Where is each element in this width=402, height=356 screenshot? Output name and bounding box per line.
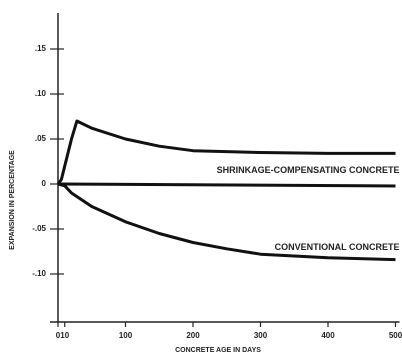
y-axis-label: EXPANSION IN PERCENTAGE [9,150,16,250]
y-tick-label: .15 [35,44,47,53]
series-label: SHRINKAGE-COMPENSATING CONCRETE [217,165,400,175]
x-tick-label: 300 [254,331,268,340]
x-tick-label: 0 [56,331,61,340]
y-tick-label: 0 [42,179,47,188]
x-tick-label: 200 [186,331,200,340]
y-tick-label: -.05 [32,224,46,233]
zero-line [57,182,396,188]
series-label: CONVENTIONAL CONCRETE [275,242,400,252]
y-tick-label: .10 [35,89,47,98]
x-tick-label: 500 [389,331,402,340]
x-tick-label: 10 [60,331,69,340]
x-tick-label: 100 [119,331,133,340]
y-tick-label: -.10 [32,269,46,278]
x-tick-label: 400 [321,331,335,340]
x-axis-label: CONCRETE AGE IN DAYS [175,347,261,354]
series-line [56,119,396,185]
series-line [57,182,396,262]
y-tick-label: .05 [35,134,47,143]
